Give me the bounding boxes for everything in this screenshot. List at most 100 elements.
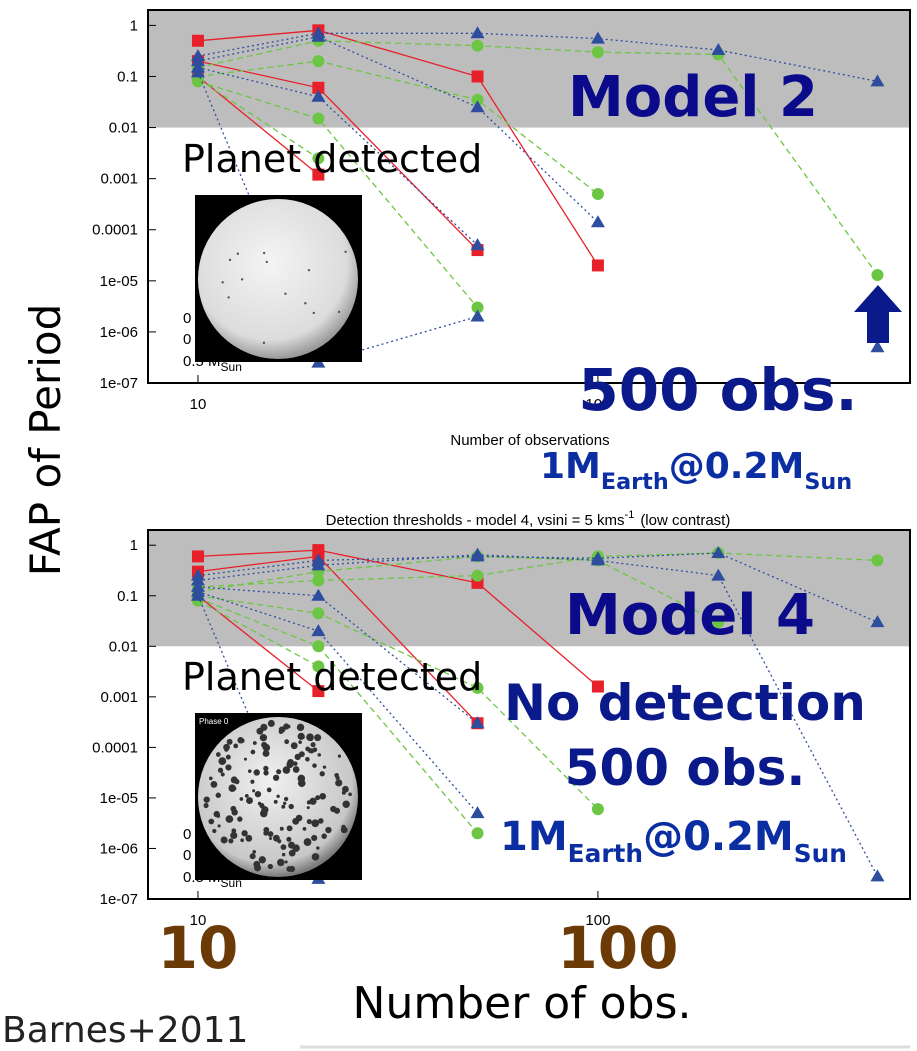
legend-text: 0 [183, 310, 191, 327]
star-spot [254, 769, 260, 775]
star-spot [288, 759, 292, 763]
star-spot [221, 837, 228, 844]
star-spot [284, 293, 286, 295]
star-spot [245, 835, 252, 842]
star-spot [240, 838, 244, 842]
inset-label: Phase 0 [199, 717, 229, 726]
annotation: 500 obs. [565, 739, 806, 797]
star-spot [325, 827, 331, 833]
y-tick-label: 0.1 [117, 68, 138, 85]
star-spot [225, 764, 231, 770]
credit: Barnes+2011 [2, 1010, 248, 1051]
star-spot [212, 829, 216, 833]
star-spot [231, 809, 237, 815]
star-spot [335, 779, 342, 786]
y-tick-label: 1e-05 [100, 790, 138, 807]
star-spot [287, 725, 291, 729]
annotation-text: Model 2 [568, 65, 818, 130]
star-spot [263, 750, 270, 757]
y-tick-label: 1 [130, 537, 138, 554]
star-spot [297, 724, 304, 731]
big-x-tick-label: 100 [557, 914, 678, 982]
star-spot [239, 797, 243, 801]
star-spot [313, 312, 315, 314]
star-spot [342, 786, 349, 793]
annotation: 1MEarth@0.2MSun [540, 446, 852, 495]
star-spot [256, 728, 263, 735]
star-spot [248, 769, 252, 773]
star-spot [229, 259, 231, 261]
star-spot [276, 795, 279, 798]
star-spot [311, 819, 319, 827]
star-spot [253, 741, 257, 745]
y-tick-label: 1 [130, 17, 138, 34]
y-tick-label: 0.01 [109, 120, 138, 137]
star-spot [244, 758, 247, 761]
marker [472, 570, 484, 582]
star-spot [268, 864, 273, 869]
star-spot [342, 825, 347, 830]
star-spot [292, 818, 299, 825]
star-spot [254, 864, 261, 871]
star-spot [228, 838, 233, 843]
star-spot [216, 793, 221, 798]
star-spot [277, 859, 285, 867]
annotation-text: Model 4 [565, 583, 815, 648]
star-spot [288, 842, 295, 849]
star-spot [289, 804, 294, 809]
star-spot [312, 853, 320, 861]
star-spot [214, 811, 220, 817]
annotation: 500 obs. [578, 356, 857, 424]
marker [871, 554, 883, 566]
y-tick-label: 1e-07 [100, 891, 138, 908]
star-spot [268, 831, 274, 837]
star-spot [274, 800, 278, 804]
star-spot [303, 827, 307, 831]
marker [871, 269, 883, 281]
chart-title: Detection thresholds - model 4, vsini = … [326, 509, 731, 529]
star-spot [311, 835, 317, 841]
star-spot [273, 835, 280, 842]
star-spot [283, 766, 291, 774]
star-spot [287, 825, 293, 831]
star-spot [227, 739, 233, 745]
star-spot [252, 850, 256, 854]
marker [312, 640, 324, 652]
star-spot [320, 771, 325, 776]
annotation-text: No detection [504, 674, 866, 732]
star-spot [276, 769, 281, 774]
y-tick-label: 0.0001 [92, 739, 138, 756]
star-spot [342, 801, 349, 808]
star-spot [255, 793, 258, 796]
y-axis-label: FAP of Period [21, 304, 70, 577]
star-spot [348, 792, 352, 796]
star-spot [291, 742, 298, 749]
star-spot [266, 261, 268, 263]
star-spot [218, 824, 221, 827]
star-spot [216, 752, 221, 757]
star-spot [307, 800, 311, 804]
star-spot [209, 776, 213, 780]
annotation: Planet detected [182, 137, 482, 181]
star-spot [263, 827, 269, 833]
star-spot [305, 757, 310, 762]
marker [592, 188, 604, 200]
annotation-text: Planet detected [182, 137, 482, 181]
star-spot [204, 803, 209, 808]
star-spot [208, 819, 214, 825]
star-spot [319, 793, 326, 800]
star-spot [227, 296, 229, 298]
star-spot [301, 736, 304, 739]
star-spot [281, 844, 287, 850]
star-spot [308, 736, 313, 741]
star-spot [304, 838, 312, 846]
star-spot [273, 775, 279, 781]
y-tick-label: 0.001 [100, 171, 138, 188]
star-spot [311, 742, 316, 747]
star-spot [283, 802, 286, 805]
star-spot [226, 755, 231, 760]
annotation-text: 1M [500, 814, 568, 860]
star-spot [250, 780, 254, 784]
